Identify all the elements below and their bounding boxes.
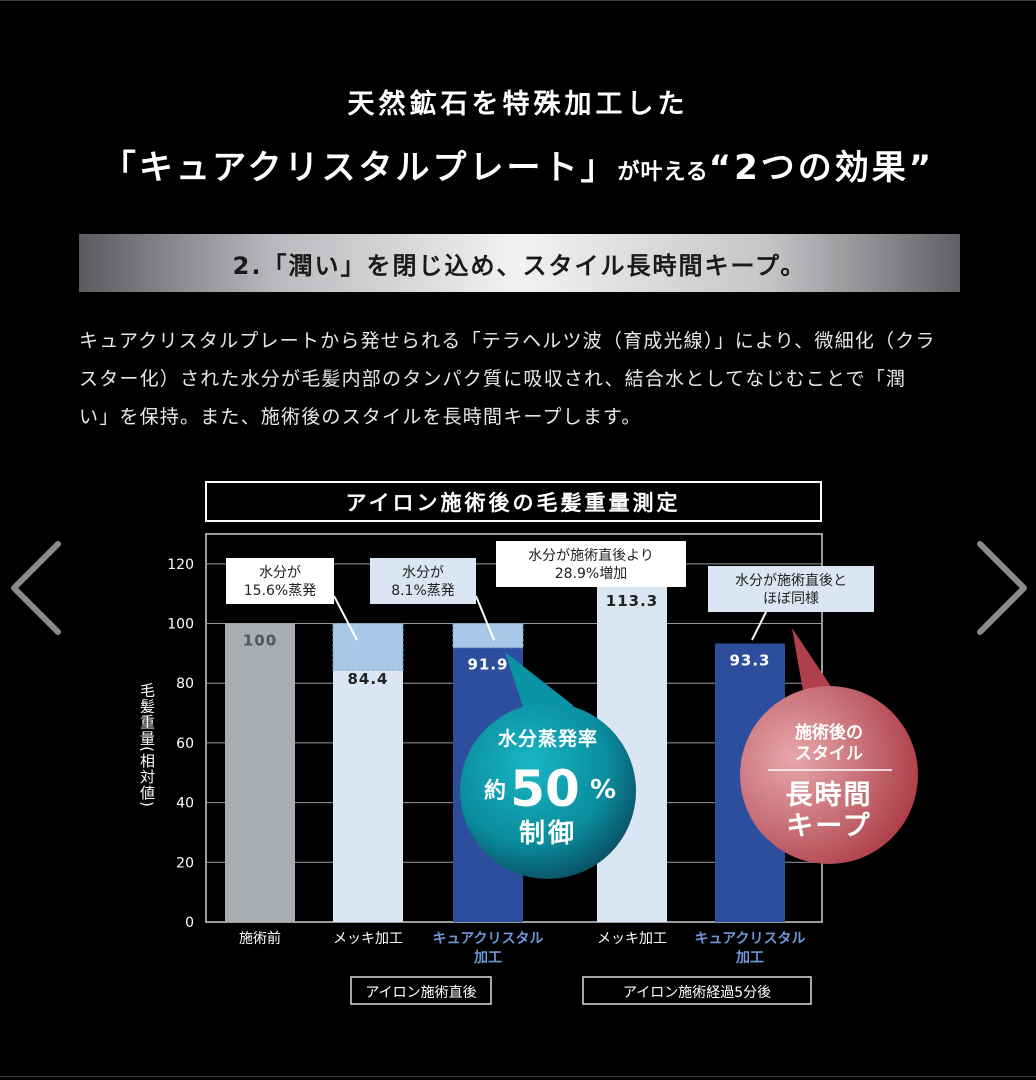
group-label: アイロン施術直後 bbox=[365, 984, 476, 1001]
top-divider bbox=[0, 0, 1036, 1]
bar-value-label: 100 bbox=[243, 632, 277, 650]
style-keep-badge bbox=[740, 686, 918, 864]
section-body: キュアクリスタルプレートから発せられる「テラヘルツ波（育成光線）」により、微細化… bbox=[79, 322, 964, 436]
page-title-line2: 「キュアクリスタルプレート」が叶える“2つの効果” bbox=[0, 140, 1036, 189]
x-category-label: メッキ加工 bbox=[333, 931, 403, 947]
annotation-box bbox=[708, 566, 874, 612]
y-tick-label: 120 bbox=[167, 557, 194, 573]
annotation-text: 水分が施術直後と bbox=[735, 572, 847, 589]
body-line: スター化）された水分が毛髪内部のタンパク質に吸収され、結合水としてなじむことで「… bbox=[79, 368, 907, 390]
bar bbox=[225, 623, 295, 922]
annotation-text: ほぼ同様 bbox=[763, 591, 819, 607]
page-title-line1: 天然鉱石を特殊加工した bbox=[347, 89, 689, 120]
title-connector: が叶える bbox=[617, 160, 709, 185]
group-label-box bbox=[582, 976, 812, 1005]
next-slide-button[interactable] bbox=[972, 540, 1032, 636]
chart-title-box bbox=[205, 481, 822, 522]
group-label-box bbox=[350, 976, 492, 1005]
evaporation-badge bbox=[460, 703, 636, 879]
annotation-pointer bbox=[751, 611, 767, 641]
body-line: い」を保持。また、施術後のスタイルを長時間キープします。 bbox=[79, 406, 642, 428]
y-tick-label: 0 bbox=[185, 915, 194, 931]
badge-text: 制御 bbox=[519, 818, 577, 849]
annotation-text: 28.9%増加 bbox=[555, 566, 627, 582]
annotation-box bbox=[496, 541, 686, 587]
prev-slide-button[interactable] bbox=[6, 540, 66, 636]
x-category-label: キュアクリスタル bbox=[694, 931, 805, 947]
annotation-text: 8.1%蒸発 bbox=[391, 583, 455, 599]
badge-text: 水分蒸発率 bbox=[498, 727, 598, 750]
y-tick-label: 60 bbox=[176, 736, 194, 752]
bar-value-label: 91.9 bbox=[467, 656, 508, 674]
badge-text: 施術後の bbox=[795, 722, 863, 743]
title-effects: “2つの効果” bbox=[708, 148, 935, 188]
annotation-pointer bbox=[333, 595, 358, 641]
annotation-text: 水分が bbox=[402, 565, 444, 581]
badge-text: キープ bbox=[786, 811, 871, 842]
body-line: キュアクリスタルプレートから発せられる「テラヘルツ波（育成光線）」により、微細化… bbox=[79, 330, 936, 352]
x-category-label: 加工 bbox=[735, 950, 764, 966]
badge-text: % bbox=[590, 775, 616, 805]
annotation-pointer bbox=[475, 595, 495, 641]
y-tick-label: 20 bbox=[176, 855, 194, 871]
chevron-left-icon bbox=[11, 541, 61, 635]
badge-text: 約 bbox=[484, 778, 506, 804]
group-label: アイロン施術経過5分後 bbox=[623, 985, 771, 1001]
bar bbox=[333, 670, 403, 922]
y-tick-label: 80 bbox=[176, 676, 194, 692]
y-tick-label: 100 bbox=[167, 617, 194, 633]
y-tick-label: 40 bbox=[176, 796, 194, 812]
x-category-label: 加工 bbox=[473, 950, 502, 966]
y-axis-label: 毛髪重量(相対値) bbox=[138, 682, 156, 808]
annotation-text: 15.6%蒸発 bbox=[244, 583, 316, 599]
annotation-text: 水分が施術直後より bbox=[528, 547, 654, 564]
badge-number: 50 bbox=[510, 760, 580, 818]
bar-value-label: 84.4 bbox=[347, 670, 388, 688]
annotation-box bbox=[370, 558, 476, 604]
bar-value-label: 93.3 bbox=[729, 652, 770, 670]
x-category-label: メッキ加工 bbox=[597, 931, 667, 947]
section-title-banner: 2.「潤い」を閉じ込め、スタイル長時間キープ。 bbox=[79, 234, 960, 292]
badge-text: 長時間 bbox=[786, 780, 873, 811]
evaporated-segment bbox=[332, 623, 404, 671]
title-product-name: 「キュアクリスタルプレート」 bbox=[101, 148, 618, 188]
chevron-right-icon bbox=[977, 541, 1027, 635]
annotation-text: 水分が bbox=[259, 565, 301, 581]
chart-title: アイロン施術後の毛髪重量測定 bbox=[346, 491, 681, 515]
bottom-divider bbox=[0, 1076, 1036, 1077]
bar-value-label: 113.3 bbox=[606, 592, 658, 610]
badge-text: スタイル bbox=[795, 744, 863, 764]
x-category-label: 施術前 bbox=[239, 930, 281, 947]
x-category-label: キュアクリスタル bbox=[432, 931, 543, 947]
section-title: 2.「潤い」を閉じ込め、スタイル長時間キープ。 bbox=[232, 251, 807, 280]
annotation-box bbox=[226, 558, 334, 604]
